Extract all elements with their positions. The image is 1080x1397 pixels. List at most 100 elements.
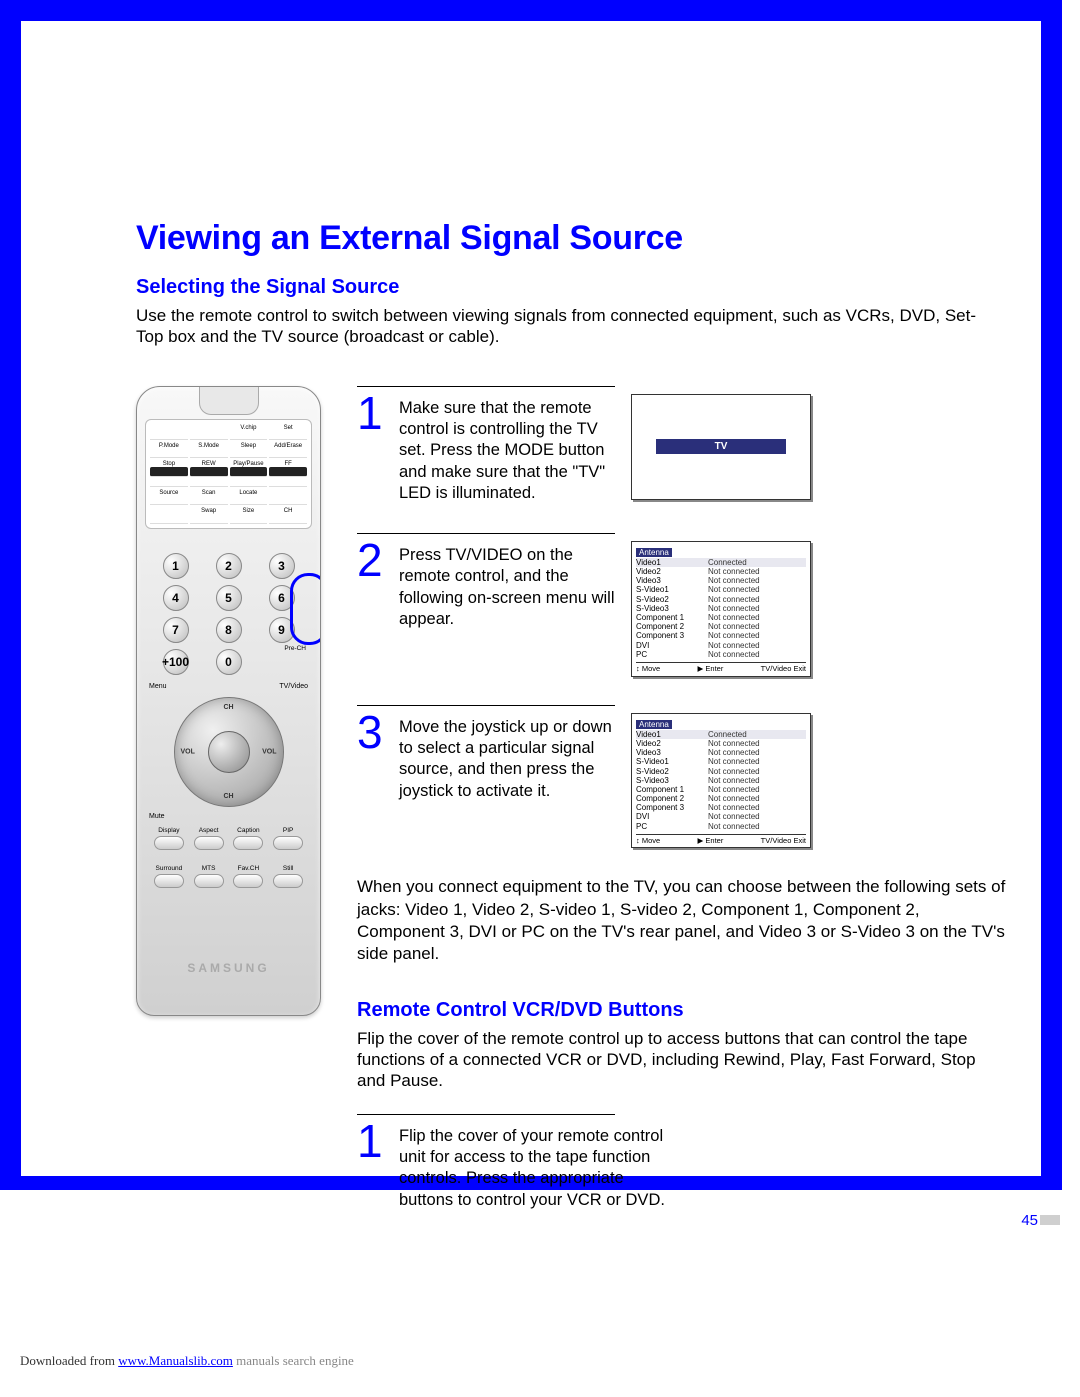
section2-title: Remote Control VCR/DVD Buttons (357, 999, 1007, 1022)
remote-keypad: 123456789+1000 (155, 553, 302, 675)
source-menu-header: Antenna (636, 548, 672, 557)
joy-right: VOL (262, 748, 276, 755)
mute-label: Mute (149, 813, 165, 820)
source-item: PCNot connected (636, 650, 806, 659)
joy-down: CH (223, 793, 233, 800)
panel-label: FF (269, 460, 307, 486)
remote-row-b: SurroundMTSFav.CHStill (151, 865, 306, 888)
columns: V.chipSetP.ModeS.ModeSleepAdd/EraseStopR… (136, 386, 1056, 1240)
step-rule (357, 1114, 615, 1115)
remote-oval-button: Caption (231, 827, 267, 850)
tv-video-highlight-circle (290, 573, 321, 645)
source-item: Component 1Not connected (636, 785, 806, 794)
step-3-number: 3 (357, 713, 387, 752)
footer-rest: manuals search engine (233, 1353, 354, 1368)
remote-oval-button: Still (270, 865, 306, 888)
panel-label: Locate (230, 489, 268, 505)
source-item: S-Video2Not connected (636, 767, 806, 776)
panel-label (269, 489, 307, 505)
source-menu-footer: MoveEnterTV/Video Exit (636, 834, 806, 846)
step-1-number: 1 (357, 394, 387, 433)
source-menu-box-2: AntennaVideo1ConnectedVideo2Not connecte… (631, 713, 811, 849)
panel-label: Swap (190, 507, 228, 523)
keypad-7: 7 (163, 617, 189, 643)
step-1: 1 Make sure that the remote control is c… (357, 386, 1007, 505)
source-item: Component 3Not connected (636, 631, 806, 640)
joy-up: CH (223, 704, 233, 711)
page-frame: Viewing an External Signal Source Select… (0, 0, 1062, 1190)
joy-left: VOL (181, 748, 195, 755)
source-item: Component 2Not connected (636, 622, 806, 631)
step-3: 3 Move the joystick up or down to select… (357, 705, 1007, 849)
panel-label: Scan (190, 489, 228, 505)
source-item: Component 2Not connected (636, 794, 806, 803)
tv-screen-box: TV (631, 394, 811, 500)
panel-label: Play/Pause (230, 460, 268, 486)
panel-label: P.Mode (150, 442, 188, 458)
panel-label (150, 507, 188, 523)
panel-label (150, 424, 188, 440)
panel-label: V.chip (230, 424, 268, 440)
source-item: Video3Not connected (636, 576, 806, 585)
panel-label: Add/Erase (269, 442, 307, 458)
right-column: 1 Make sure that the remote control is c… (357, 386, 1007, 1240)
prech-label: Pre-CH (284, 645, 306, 652)
keypad-8: 8 (216, 617, 242, 643)
source-item: Component 1Not connected (636, 613, 806, 622)
source-item: Video2Not connected (636, 567, 806, 576)
panel-label: Stop (150, 460, 188, 486)
source-item: DVINot connected (636, 641, 806, 650)
step-1-text: Make sure that the remote control is con… (399, 394, 619, 505)
step-b1: 1 Flip the cover of your remote control … (357, 1114, 1007, 1212)
source-item: S-Video3Not connected (636, 604, 806, 613)
remote-ir-window (199, 387, 259, 415)
footer-link[interactable]: www.Manualslib.com (118, 1353, 233, 1368)
remote-oval-button: Display (151, 827, 187, 850)
footer-dl: Downloaded from (20, 1353, 118, 1368)
transport-button-icon (230, 467, 268, 477)
remote-oval-button: Surround (151, 865, 187, 888)
source-item: S-Video1Not connected (636, 757, 806, 766)
remote-flip-panel: V.chipSet P.ModeS.ModeSleepAdd/Erase StopR… (145, 419, 312, 529)
source-item: Video2Not connected (636, 739, 806, 748)
step-2-text: Press TV/VIDEO on the remote control, an… (399, 541, 619, 631)
body-paragraph: When you connect equipment to the TV, yo… (357, 876, 1007, 964)
remote-oval-button: Fav.CH (231, 865, 267, 888)
remote-column: V.chipSet P.ModeS.ModeSleepAdd/Erase StopR… (136, 386, 321, 1016)
panel-label: REW (190, 460, 228, 486)
joystick-center (208, 731, 250, 773)
source-item: S-Video1Not connected (636, 585, 806, 594)
remote-oval-button: Aspect (191, 827, 227, 850)
panel-label: Set (269, 424, 307, 440)
step-2-number: 2 (357, 541, 387, 580)
remote-brand: SAMSUNG (137, 961, 320, 975)
remote-row-a: DisplayAspectCaptionPIP (151, 827, 306, 850)
keypad-+100: +100 (163, 649, 189, 675)
transport-button-icon (269, 467, 307, 477)
transport-button-icon (190, 467, 228, 477)
page-number: 45 (1021, 1212, 1038, 1229)
source-item: DVINot connected (636, 812, 806, 821)
keypad-3: 3 (269, 553, 295, 579)
step-rule (357, 533, 615, 534)
step-3-text: Move the joystick up or down to select a… (399, 713, 619, 803)
step-b1-number: 1 (357, 1122, 387, 1161)
panel-label: S.Mode (190, 442, 228, 458)
keypad-5: 5 (216, 585, 242, 611)
source-item: Video3Not connected (636, 748, 806, 757)
source-item: Component 3Not connected (636, 803, 806, 812)
source-menu-header: Antenna (636, 720, 672, 729)
menu-label: Menu (149, 683, 167, 690)
keypad-4: 4 (163, 585, 189, 611)
keypad-1: 1 (163, 553, 189, 579)
page-number-bar (1040, 1215, 1060, 1225)
panel-label: Sleep (230, 442, 268, 458)
section2-intro: Flip the cover of the remote control up … (357, 1028, 1007, 1092)
source-menu-footer: MoveEnterTV/Video Exit (636, 662, 806, 674)
step-rule (357, 386, 615, 387)
panel-label (190, 424, 228, 440)
content-area: Viewing an External Signal Source Select… (136, 219, 1056, 1239)
source-item: Video1Connected (636, 558, 806, 567)
panel-label: Source (150, 489, 188, 505)
source-menu-box-1: AntennaVideo1ConnectedVideo2Not connecte… (631, 541, 811, 677)
